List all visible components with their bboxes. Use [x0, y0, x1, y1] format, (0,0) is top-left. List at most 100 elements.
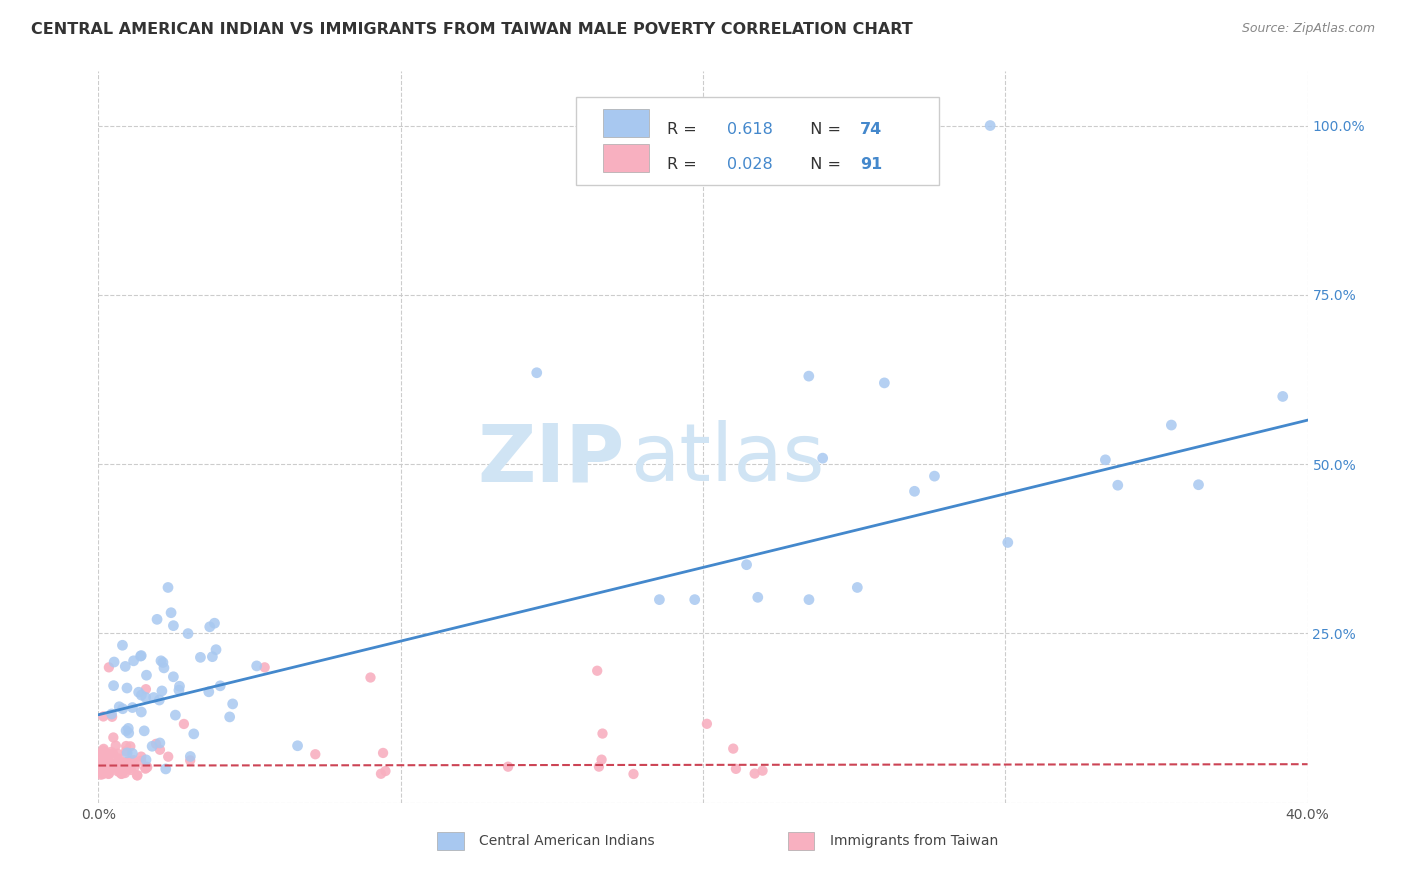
- Point: [623, 767, 645, 781]
- Point: [90, 756, 112, 770]
- Point: [117, 754, 139, 768]
- Point: [1160, 418, 1182, 433]
- Point: [152, 656, 174, 670]
- Point: [162, 670, 184, 684]
- Point: [97, 660, 120, 674]
- Point: [98, 766, 121, 780]
- FancyBboxPatch shape: [787, 832, 814, 850]
- Point: [98, 756, 121, 770]
- Point: [811, 451, 834, 466]
- Point: [683, 592, 706, 607]
- Point: [131, 705, 153, 719]
- Point: [751, 764, 773, 778]
- Point: [1271, 389, 1294, 403]
- Text: CENTRAL AMERICAN INDIAN VS IMMIGRANTS FROM TAIWAN MALE POVERTY CORRELATION CHART: CENTRAL AMERICAN INDIAN VS IMMIGRANTS FR…: [31, 22, 912, 37]
- Point: [101, 710, 124, 724]
- Point: [108, 755, 131, 769]
- Point: [496, 760, 519, 774]
- Point: [153, 661, 176, 675]
- Point: [93, 758, 115, 772]
- Point: [111, 702, 134, 716]
- Point: [89, 755, 111, 769]
- Point: [724, 762, 747, 776]
- Point: [94, 750, 117, 764]
- Point: [110, 766, 132, 780]
- Point: [111, 638, 134, 652]
- Point: [122, 756, 145, 770]
- Point: [149, 654, 172, 668]
- Text: 91: 91: [860, 157, 883, 172]
- Point: [107, 764, 129, 779]
- FancyBboxPatch shape: [576, 97, 939, 185]
- Point: [101, 757, 124, 772]
- Point: [744, 766, 766, 780]
- Point: [135, 753, 157, 767]
- Point: [97, 761, 120, 775]
- Text: Source: ZipAtlas.com: Source: ZipAtlas.com: [1241, 22, 1375, 36]
- Point: [122, 654, 145, 668]
- Point: [173, 717, 195, 731]
- Point: [148, 693, 170, 707]
- Point: [89, 764, 111, 779]
- Point: [135, 760, 157, 774]
- Point: [127, 768, 149, 782]
- Point: [1187, 477, 1209, 491]
- Point: [924, 469, 946, 483]
- Point: [129, 749, 152, 764]
- Point: [90, 767, 112, 781]
- Point: [370, 766, 392, 780]
- Point: [165, 708, 187, 723]
- Point: [167, 683, 190, 698]
- Point: [648, 592, 671, 607]
- Point: [198, 620, 221, 634]
- Point: [122, 756, 145, 770]
- Point: [588, 759, 610, 773]
- Point: [253, 660, 276, 674]
- Text: N =: N =: [800, 157, 846, 172]
- Point: [115, 755, 138, 769]
- FancyBboxPatch shape: [437, 832, 464, 850]
- Point: [592, 726, 614, 740]
- Point: [97, 754, 120, 768]
- Point: [371, 746, 394, 760]
- Point: [108, 764, 131, 779]
- Point: [118, 762, 141, 776]
- Point: [117, 722, 139, 736]
- Point: [997, 535, 1019, 549]
- Point: [94, 763, 117, 777]
- Point: [873, 376, 896, 390]
- FancyBboxPatch shape: [603, 144, 648, 171]
- Point: [125, 768, 148, 782]
- Point: [91, 763, 114, 777]
- Point: [110, 765, 132, 780]
- Point: [121, 700, 143, 714]
- Point: [103, 655, 125, 669]
- Point: [747, 591, 769, 605]
- Point: [591, 753, 613, 767]
- Point: [979, 119, 1001, 133]
- Point: [121, 747, 143, 761]
- Point: [135, 682, 157, 697]
- Point: [156, 581, 179, 595]
- Point: [91, 767, 114, 781]
- Point: [114, 766, 136, 780]
- Point: [103, 679, 125, 693]
- Point: [129, 754, 152, 768]
- Point: [846, 581, 869, 595]
- Point: [221, 697, 243, 711]
- Point: [128, 685, 150, 699]
- Point: [110, 767, 132, 781]
- Point: [100, 745, 122, 759]
- Point: [129, 648, 152, 663]
- Text: atlas: atlas: [630, 420, 825, 498]
- Point: [1107, 478, 1129, 492]
- Point: [201, 649, 224, 664]
- Point: [135, 690, 157, 705]
- Point: [89, 747, 111, 761]
- Point: [96, 749, 118, 764]
- Point: [360, 671, 382, 685]
- Text: ZIP: ZIP: [477, 420, 624, 498]
- Point: [115, 746, 138, 760]
- Point: [118, 726, 141, 740]
- Point: [179, 749, 201, 764]
